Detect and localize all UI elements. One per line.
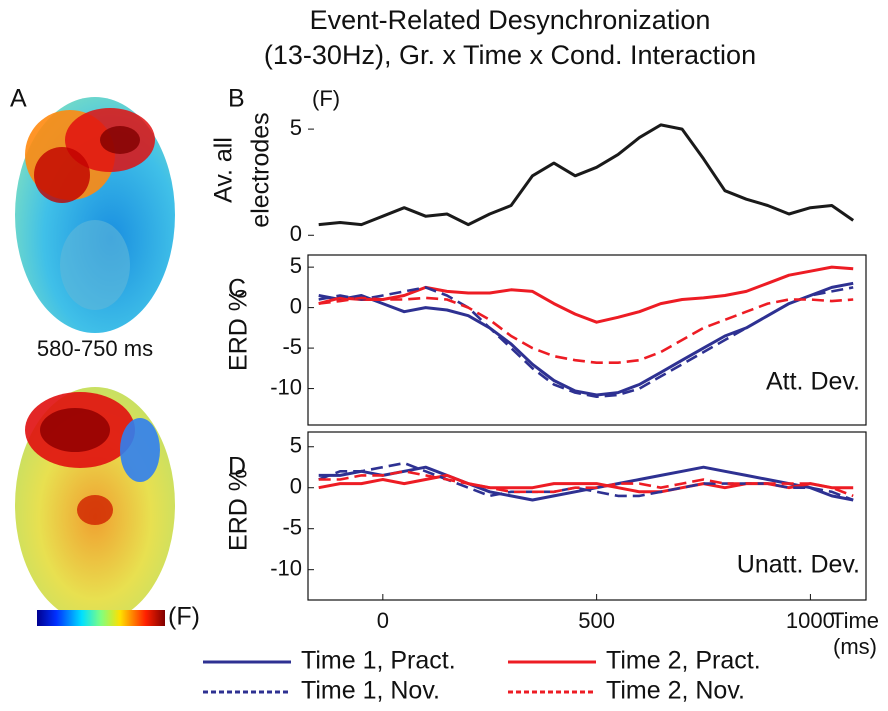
series-line xyxy=(318,470,854,498)
head-back xyxy=(15,387,175,623)
y-tick-label: 0 xyxy=(290,474,302,499)
y-tick-label: -5 xyxy=(282,515,302,540)
x-axis-label: Time xyxy=(831,608,879,633)
legend-label: Time 1, Pract. xyxy=(301,647,456,675)
series-line xyxy=(318,296,854,364)
y-tick-label: 0 xyxy=(290,293,302,318)
series-line xyxy=(318,123,855,227)
series-line xyxy=(318,265,854,324)
legend-label: Time 2, Nov. xyxy=(606,677,745,705)
y-tick-label: -10 xyxy=(270,555,302,580)
x-tick-label: 500 xyxy=(578,608,615,633)
legend-label: Time 2, Pract. xyxy=(606,647,761,675)
annotation: Unatt. Dev. xyxy=(737,551,860,579)
panel-label: A xyxy=(10,85,27,113)
legend-label: Time 1, Nov. xyxy=(301,677,440,705)
y-tick-label: 5 xyxy=(290,433,302,458)
colorbar xyxy=(37,610,165,626)
panel-label: B xyxy=(228,85,245,113)
x-tick-label: 1000 xyxy=(786,608,835,633)
plot-frame xyxy=(307,431,867,601)
panel-label: D xyxy=(228,453,246,481)
time-window: 580-750 ms xyxy=(37,336,153,361)
y-axis-label: electrodes xyxy=(247,112,275,227)
y-tick-label: 0 xyxy=(290,221,302,246)
y-axis-label: ERD % xyxy=(225,289,253,371)
y-tick-label: 5 xyxy=(290,115,302,140)
x-tick-label: 0 xyxy=(377,608,389,633)
y-axis-label: ERD % xyxy=(225,469,253,551)
unit-label: (F) xyxy=(312,86,340,111)
series-line xyxy=(318,281,854,397)
annotation: Att. Dev. xyxy=(766,368,860,396)
x-axis-label: (ms) xyxy=(833,634,877,659)
y-axis-label: Av. all xyxy=(210,137,238,203)
panel-label: C xyxy=(228,275,246,303)
title-line: Event-Related Desynchronization xyxy=(310,5,711,35)
title-line: (13-30Hz), Gr. x Time x Cond. Interactio… xyxy=(264,40,756,70)
colorbar-label: (F) xyxy=(168,603,200,631)
head-front xyxy=(15,97,175,333)
y-tick-label: 5 xyxy=(290,253,302,278)
series-line xyxy=(318,286,854,398)
y-tick-label: -10 xyxy=(270,374,302,399)
y-tick-label: -5 xyxy=(282,334,302,359)
plot-frame xyxy=(307,254,867,426)
